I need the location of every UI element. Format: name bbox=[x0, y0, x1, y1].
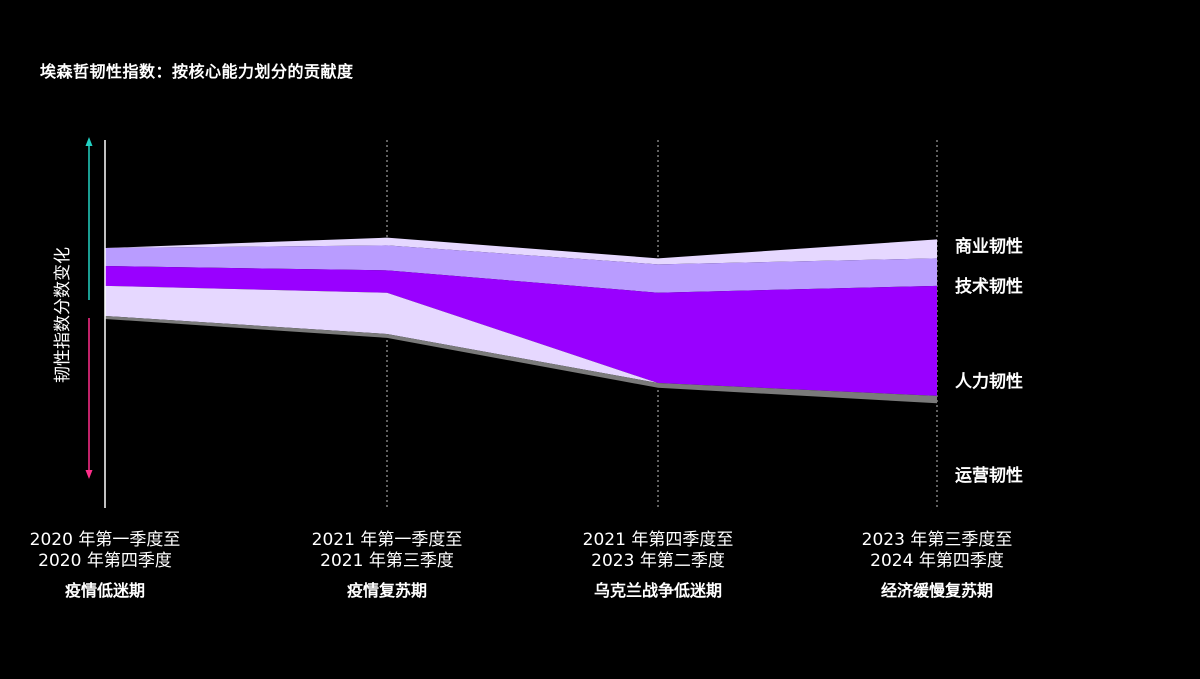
period-date-start: 2021 年第四季度至 bbox=[583, 530, 734, 550]
series-label: 商业韧性 bbox=[955, 236, 1023, 257]
series-area bbox=[105, 245, 937, 293]
period-date-start: 2023 年第三季度至 bbox=[862, 530, 1013, 550]
period-date-end: 2021 年第三季度 bbox=[320, 551, 454, 571]
series-label: 技术韧性 bbox=[955, 276, 1023, 297]
period-date-start: 2021 年第一季度至 bbox=[312, 530, 463, 550]
period-date-end: 2020 年第四季度 bbox=[38, 551, 172, 571]
up-arrow-head bbox=[85, 137, 93, 146]
period-name: 乌克兰战争低迷期 bbox=[594, 581, 722, 600]
period-name: 经济缓慢复苏期 bbox=[881, 581, 993, 600]
chart-title: 埃森哲韧性指数：按核心能力划分的贡献度 bbox=[40, 62, 354, 81]
series-label: 运营韧性 bbox=[955, 465, 1023, 486]
down-arrow-head bbox=[85, 470, 93, 479]
period-name: 疫情复苏期 bbox=[347, 581, 427, 600]
period-name: 疫情低迷期 bbox=[65, 581, 145, 600]
period-date-end: 2024 年第四季度 bbox=[870, 551, 1004, 571]
series-area bbox=[105, 285, 937, 396]
series-area bbox=[105, 237, 937, 265]
y-axis-label: 韧性指数分数变化 bbox=[53, 247, 73, 383]
period-date-start: 2020 年第一季度至 bbox=[30, 530, 181, 550]
period-date-end: 2023 年第二季度 bbox=[591, 551, 725, 571]
series-label: 人力韧性 bbox=[955, 371, 1023, 392]
series-area bbox=[105, 266, 937, 396]
baseline-shadow bbox=[105, 315, 937, 404]
